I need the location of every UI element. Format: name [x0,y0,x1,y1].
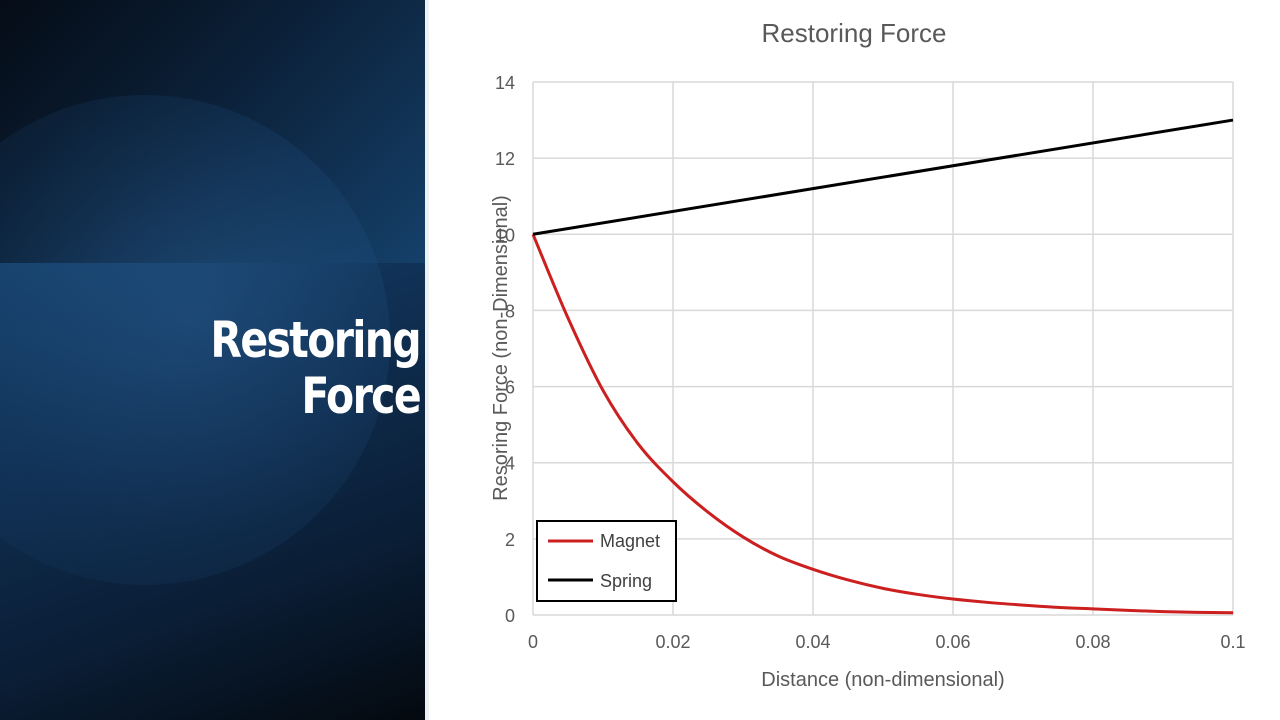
x-tick-label: 0.1 [1220,632,1245,652]
slide-title: Restoring Force [174,311,421,425]
panel-top-band [0,0,425,263]
x-axis-label: Distance (non-dimensional) [761,669,1004,691]
panel-bottom-band [0,263,425,720]
panel-divider [425,0,429,720]
title-panel [0,0,425,720]
slide-title-line-1: Restoring [210,311,421,369]
legend-box [536,520,677,602]
y-tick-label: 8 [505,301,515,321]
y-tick-label: 4 [505,454,515,474]
y-tick-label: 0 [505,606,515,626]
y-tick-label: 14 [495,73,515,93]
series-lines [531,118,1234,615]
legend-label-spring: Spring [600,571,652,591]
chart-legend: Magnet Spring [536,520,677,602]
restoring-force-chart: Restoring Force 0 2 4 6 8 10 12 14 0 0.02 0.04 0.06… [490,18,1246,691]
series-line-spring [532,118,1234,236]
chart-title: Restoring Force [762,18,947,48]
x-tick-label: 0.06 [935,632,970,652]
y-tick-label: 10 [495,225,515,245]
x-tick-label: 0.08 [1075,632,1110,652]
y-tick-label: 2 [505,530,515,550]
legend-label-magnet: Magnet [600,531,660,551]
slide-title-line-2: Force [301,367,421,425]
x-tick-label: 0.02 [655,632,690,652]
decorative-circle [0,95,390,585]
y-tick-label: 6 [505,378,515,398]
axis-tick-labels: 0 2 4 6 8 10 12 14 0 0.02 0.04 0.06 0.08 0.1 [495,73,1246,652]
y-tick-label: 12 [495,149,515,169]
x-tick-label: 0.04 [795,632,830,652]
x-tick-label: 0 [528,632,538,652]
y-axis-label: Resoring Force (non-Dimensional) [490,195,512,501]
series-line-magnet [531,233,1234,615]
